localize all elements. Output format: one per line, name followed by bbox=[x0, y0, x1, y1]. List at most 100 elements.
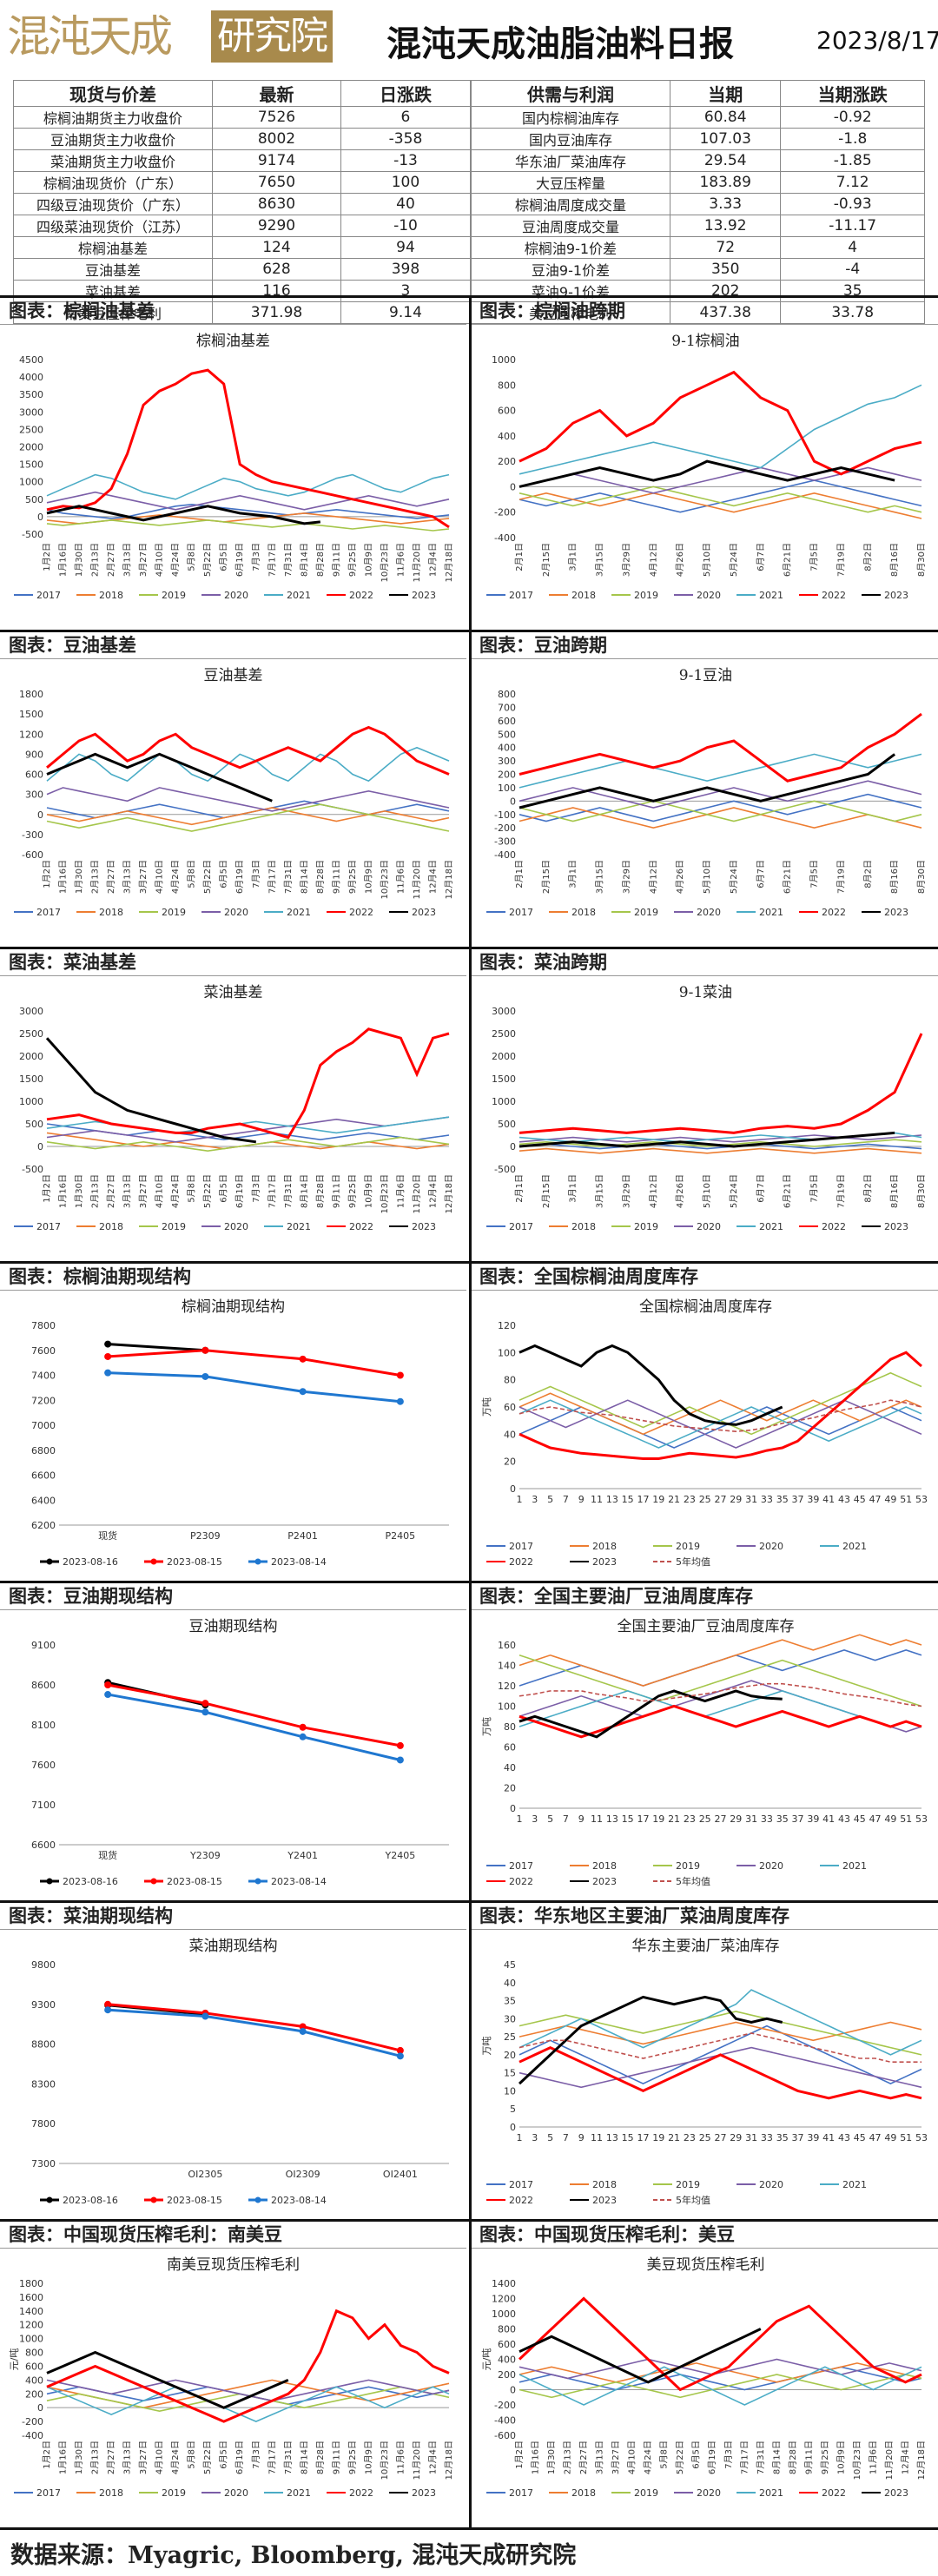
column-divider bbox=[469, 1900, 472, 2219]
data-point bbox=[396, 1756, 404, 1764]
x-tick-label: 4月10日 bbox=[155, 860, 165, 894]
y-tick-label: -600 bbox=[22, 849, 43, 861]
y-tick-label: -400 bbox=[494, 532, 516, 544]
y-tick-label: 4000 bbox=[19, 372, 43, 383]
series-line-2018 bbox=[519, 1634, 922, 1687]
series-line-2022 bbox=[46, 725, 450, 776]
section-heading-text: 图表：华东地区主要油厂菜油周度库存 bbox=[479, 1905, 789, 1926]
x-tick-label: OI2401 bbox=[383, 2169, 418, 2180]
y-tick-label: 100 bbox=[498, 1347, 516, 1358]
legend-label: 2018 bbox=[99, 590, 123, 601]
x-tick-label: 8月30日 bbox=[916, 543, 927, 577]
row-value: 107.03 bbox=[669, 128, 782, 150]
y-tick-label: 500 bbox=[25, 1119, 43, 1130]
x-tick-label: 5月8日 bbox=[187, 860, 197, 888]
legend-marker bbox=[150, 2196, 157, 2203]
series-line-2017 bbox=[519, 479, 922, 513]
x-tick-label: 2月1日 bbox=[514, 1174, 525, 1203]
legend-label: 2018 bbox=[571, 2487, 596, 2499]
x-tick-label: 3月27日 bbox=[138, 2441, 149, 2474]
series-line-2023 bbox=[519, 753, 895, 809]
x-tick-label: 1月16日 bbox=[58, 860, 69, 894]
x-tick-label: 1月30日 bbox=[74, 1174, 84, 1208]
legend-label: 2021 bbox=[759, 907, 783, 918]
x-tick-label: 6月19日 bbox=[707, 2441, 717, 2474]
series-line-2018 bbox=[519, 2362, 922, 2383]
x-tick-label: 6月19日 bbox=[234, 543, 245, 577]
legend-label: 2019 bbox=[634, 907, 658, 918]
x-tick-label: 37 bbox=[792, 1813, 804, 1825]
section-heading-text: 图表：菜油基差 bbox=[9, 951, 136, 973]
y-tick-label: 7600 bbox=[31, 1345, 56, 1357]
y-tick-label: 1500 bbox=[19, 459, 43, 471]
x-tick-label: 1月2日 bbox=[42, 2441, 52, 2469]
y-tick-label: 8800 bbox=[31, 2039, 56, 2051]
data-point bbox=[299, 1723, 307, 1731]
section-heading-text: 图表：中国现货压榨毛利：美豆 bbox=[479, 2223, 735, 2245]
legend-label: 2018 bbox=[99, 907, 123, 918]
x-tick-label: 8月16日 bbox=[889, 543, 900, 577]
x-tick-label: 25 bbox=[699, 1494, 711, 1505]
section-heading: 图表：棕榈油跨期 bbox=[474, 297, 625, 325]
y-tick-label: 1000 bbox=[19, 477, 43, 488]
legend-label: 2019 bbox=[634, 590, 658, 601]
table-row: 国内豆油库存 107.03 -1.8 bbox=[471, 128, 925, 150]
x-tick-label: 33 bbox=[761, 1813, 773, 1825]
series-line-2021 bbox=[519, 1399, 922, 1449]
table-row: 华东油厂菜油库存 29.54 -1.85 bbox=[471, 149, 925, 172]
y-tick-label: 3500 bbox=[19, 389, 43, 400]
section-heading-text: 图表：全国棕榈油周度库存 bbox=[479, 1265, 698, 1287]
legend-label: 2017 bbox=[36, 1221, 61, 1232]
x-tick-label: 12月4日 bbox=[427, 2441, 438, 2474]
series-line-2017 bbox=[519, 1143, 922, 1150]
y-tick-label: -500 bbox=[22, 529, 43, 540]
x-tick-label: 12月18日 bbox=[444, 1174, 454, 1213]
x-tick-label: 3月13日 bbox=[122, 1174, 133, 1208]
row-value: 94 bbox=[340, 236, 472, 259]
legend-label: 2018 bbox=[592, 1541, 617, 1552]
series-line-2022 bbox=[46, 2308, 450, 2423]
chart-rape-basis: 菜油基差 3000 2500 2000 1500 1000 500 0 -500 1月2日 1月16… bbox=[5, 978, 461, 1258]
chart-title: 棕榈油期现结构 bbox=[182, 1298, 285, 1316]
legend-label: 2023-08-16 bbox=[63, 1556, 118, 1568]
x-tick-label: 3月13日 bbox=[122, 2441, 133, 2474]
y-tick-label: 3000 bbox=[19, 1006, 43, 1017]
x-tick-label: 5 bbox=[547, 2132, 553, 2143]
legend-label: 2021 bbox=[287, 907, 311, 918]
row-label: 国内豆油库存 bbox=[471, 128, 670, 150]
legend-label: 2022 bbox=[822, 590, 846, 601]
x-tick-label: 6月21日 bbox=[783, 543, 793, 577]
table-row: 南美豆压榨毛利 371.98 9.14 bbox=[13, 301, 472, 324]
data-point bbox=[299, 2023, 307, 2031]
y-tick-label: 2500 bbox=[19, 424, 43, 435]
x-tick-label: 6月5日 bbox=[691, 2441, 702, 2469]
data-point bbox=[299, 1355, 307, 1363]
y-tick-label: 1000 bbox=[492, 1096, 516, 1107]
x-tick-label: 2月27日 bbox=[106, 543, 116, 577]
y-tick-label: 3000 bbox=[492, 1006, 516, 1017]
series-line-2019 bbox=[519, 1371, 922, 1436]
data-point bbox=[104, 2006, 112, 2014]
x-tick-label: P2309 bbox=[190, 1530, 221, 1542]
series-line-2018 bbox=[519, 1147, 922, 1154]
row-value: 116 bbox=[212, 280, 341, 302]
row-value: 72 bbox=[669, 236, 782, 259]
x-tick-label: 6月5日 bbox=[219, 543, 229, 571]
x-tick-label: 3月27日 bbox=[138, 1174, 149, 1208]
legend-label: 2023-08-14 bbox=[271, 2195, 327, 2206]
x-tick-label: 7月31日 bbox=[283, 543, 294, 577]
x-tick-label: 45 bbox=[854, 1494, 866, 1505]
x-tick-label: 9月25日 bbox=[347, 543, 358, 577]
legend-label: 2020 bbox=[759, 2179, 783, 2190]
legend-label: 2021 bbox=[287, 2487, 311, 2499]
table-row: 棕榈油基差 124 94 bbox=[13, 236, 472, 259]
x-tick-label: 6月7日 bbox=[756, 1174, 766, 1203]
x-tick-label: 7月17日 bbox=[739, 2441, 750, 2474]
x-tick-label: 23 bbox=[684, 2132, 696, 2143]
section-heading: 图表：全国主要油厂豆油周度库存 bbox=[474, 1582, 753, 1610]
table-row: 棕榈油现货价（广东） 7650 100 bbox=[13, 171, 472, 194]
legend-marker bbox=[46, 2196, 53, 2203]
